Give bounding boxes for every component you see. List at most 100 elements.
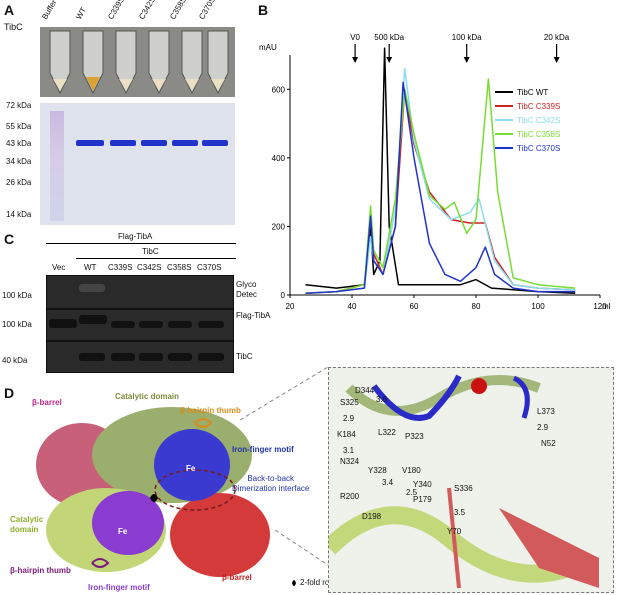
label-iron-finger-bottom: Iron-finger motif bbox=[88, 583, 150, 592]
panel-a-letter: A bbox=[4, 2, 15, 18]
lane-a-1: WT bbox=[74, 5, 89, 21]
tibc-band-c339s bbox=[111, 353, 135, 361]
label-beta-barrel-left: β-barrel bbox=[32, 398, 62, 407]
distance-3: 3.4 bbox=[382, 478, 394, 487]
tibc-band-c342s bbox=[139, 353, 163, 361]
row-label-tibc: TibC bbox=[236, 352, 253, 361]
gel-ladder bbox=[50, 111, 64, 221]
x-tick-label-2: 60 bbox=[410, 302, 419, 311]
distance-1: 2.9 bbox=[343, 414, 355, 423]
helix-green bbox=[329, 506, 572, 583]
glyco-band-wt bbox=[79, 284, 105, 292]
tibc-band-c358s bbox=[168, 353, 192, 361]
dimer-interface-ellipse bbox=[154, 469, 236, 511]
hairpin-top-shape bbox=[194, 418, 213, 428]
distance-6: 2.9 bbox=[537, 423, 549, 432]
axis-legend-icon bbox=[292, 580, 296, 586]
blot-tibc bbox=[46, 341, 234, 373]
annotation-arrowhead-1 bbox=[386, 57, 393, 63]
legend-label-0: TibC WT bbox=[517, 88, 548, 97]
residue-v180: V180 bbox=[402, 466, 421, 475]
residue-p179: P179 bbox=[413, 495, 432, 504]
distance-2: 3.1 bbox=[343, 446, 355, 455]
gel-band-c370s bbox=[202, 140, 228, 146]
distance-5: 3.5 bbox=[454, 508, 466, 517]
panel-c-tibc: TibC bbox=[142, 247, 159, 256]
row-label-glyco: Glyco Detec bbox=[236, 280, 257, 299]
lane-c-3: C342S bbox=[137, 263, 162, 272]
legend-label-1: TibC C339S bbox=[517, 102, 560, 111]
residue-r200: R200 bbox=[340, 492, 360, 501]
marker-a-26: 26 kDa bbox=[6, 178, 32, 187]
lane-a-5: C370S bbox=[197, 0, 218, 22]
label-beta-barrel-right: β-barrel bbox=[222, 573, 252, 582]
annotation-1: 500 kDa bbox=[374, 33, 404, 42]
gel-band-c342s bbox=[141, 140, 167, 146]
panel-c-flag-tiba: Flag-TibA bbox=[118, 232, 153, 241]
lane-a-3: C342S bbox=[137, 0, 158, 22]
red-strand bbox=[447, 487, 461, 589]
residue-p323: P323 bbox=[405, 432, 424, 441]
marker-a-55: 55 kDa bbox=[6, 122, 32, 131]
y-tick-label-0: 0 bbox=[281, 291, 286, 300]
residue-l322: L322 bbox=[378, 428, 396, 437]
x-tick-label-0: 20 bbox=[286, 302, 295, 311]
marker-c-100b: 100 kDa bbox=[2, 320, 32, 329]
y-axis-label: mAU bbox=[259, 43, 277, 52]
beta-barrel-right-shape bbox=[170, 493, 270, 577]
marker-a-72: 72 kDa bbox=[6, 101, 32, 110]
iron-finger-bottom-shape bbox=[92, 491, 164, 555]
zoom-structure bbox=[329, 374, 599, 589]
label-dimer-interface: Back-to-back Dimerization interface bbox=[232, 474, 310, 493]
panel-c-letter: C bbox=[4, 231, 15, 247]
sec-chart: 20 40 60 80 100 120 0 200 400 600 mAU ml V0 500 kDa 10… bbox=[259, 33, 611, 311]
residue-y70: Y70 bbox=[447, 527, 462, 536]
residue-n324: N324 bbox=[340, 457, 360, 466]
residue-y328: Y328 bbox=[368, 466, 387, 475]
marker-a-14: 14 kDa bbox=[6, 210, 32, 219]
flag-band-c342s bbox=[139, 321, 163, 328]
annotation-2: 100 kDa bbox=[452, 33, 482, 42]
annotation-3: 20 kDa bbox=[544, 33, 570, 42]
y-tick-label-3: 600 bbox=[272, 85, 286, 94]
residue-y340: Y340 bbox=[413, 480, 432, 489]
fe-atom bbox=[471, 378, 487, 394]
zoom-connector bbox=[240, 366, 329, 566]
gel-band-c358s bbox=[172, 140, 198, 146]
legend-label-4: TibC C370S bbox=[517, 144, 560, 153]
residue-n52: N52 bbox=[541, 439, 556, 448]
label-fe-top: Fe bbox=[186, 464, 196, 473]
residue-s325: S325 bbox=[340, 398, 359, 407]
flag-band-wt bbox=[79, 315, 107, 324]
sds-gel bbox=[40, 103, 235, 225]
flag-band-c358s bbox=[168, 321, 192, 328]
blot-flag-tiba bbox=[46, 309, 234, 341]
tube-photo bbox=[40, 27, 235, 97]
gel-band-c339s bbox=[110, 140, 136, 146]
residue-l373: L373 bbox=[537, 407, 555, 416]
hairpin-bottom-shape bbox=[91, 558, 110, 568]
gel-band-wt bbox=[76, 140, 104, 146]
lane-c-0: Vec bbox=[52, 263, 66, 272]
y-tick-label-2: 400 bbox=[272, 154, 286, 163]
residue-d198: D198 bbox=[362, 512, 382, 521]
series-line-3 bbox=[305, 78, 576, 295]
loop-olive bbox=[345, 375, 541, 416]
label-catalytic-left: Catalytic domain bbox=[10, 515, 44, 534]
zoom-panel bbox=[328, 367, 614, 593]
marker-a-43: 43 kDa bbox=[6, 139, 32, 148]
x-tick-label-1: 40 bbox=[348, 302, 357, 311]
x-tick-label-3: 80 bbox=[472, 302, 481, 311]
lane-c-4: C358S bbox=[167, 263, 192, 272]
lane-c-1: WT bbox=[84, 263, 97, 272]
flag-band-c339s bbox=[111, 321, 135, 328]
lane-a-0: Buffer bbox=[40, 0, 59, 22]
lane-a-2: C339S bbox=[106, 0, 127, 22]
panel-b-letter: B bbox=[258, 2, 269, 18]
blot-glyco bbox=[46, 275, 234, 309]
annotation-arrowhead-0 bbox=[352, 57, 359, 63]
legend-label-2: TibC C342S bbox=[517, 116, 560, 125]
lane-c-2: C339S bbox=[108, 263, 133, 272]
label-hairpin-top: β-hairpin thumb bbox=[180, 406, 241, 415]
panel-a-tibc-label: TibC bbox=[4, 22, 23, 32]
